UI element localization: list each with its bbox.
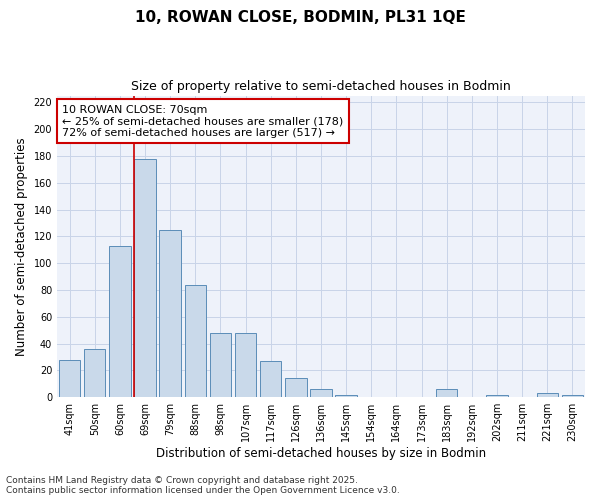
Title: Size of property relative to semi-detached houses in Bodmin: Size of property relative to semi-detach… — [131, 80, 511, 93]
Bar — [335, 394, 357, 397]
Y-axis label: Number of semi-detached properties: Number of semi-detached properties — [15, 137, 28, 356]
Text: 10 ROWAN CLOSE: 70sqm
← 25% of semi-detached houses are smaller (178)
72% of sem: 10 ROWAN CLOSE: 70sqm ← 25% of semi-deta… — [62, 104, 344, 138]
Bar — [562, 394, 583, 397]
Bar — [84, 349, 106, 397]
Bar — [487, 394, 508, 397]
Bar — [310, 389, 332, 397]
Bar — [260, 361, 281, 397]
X-axis label: Distribution of semi-detached houses by size in Bodmin: Distribution of semi-detached houses by … — [156, 447, 486, 460]
Bar — [134, 158, 156, 397]
Bar — [185, 284, 206, 397]
Bar — [210, 333, 231, 397]
Bar — [536, 393, 558, 397]
Bar — [436, 389, 457, 397]
Bar — [109, 246, 131, 397]
Bar — [160, 230, 181, 397]
Text: 10, ROWAN CLOSE, BODMIN, PL31 1QE: 10, ROWAN CLOSE, BODMIN, PL31 1QE — [134, 10, 466, 25]
Bar — [285, 378, 307, 397]
Bar — [235, 333, 256, 397]
Text: Contains HM Land Registry data © Crown copyright and database right 2025.
Contai: Contains HM Land Registry data © Crown c… — [6, 476, 400, 495]
Bar — [59, 360, 80, 397]
